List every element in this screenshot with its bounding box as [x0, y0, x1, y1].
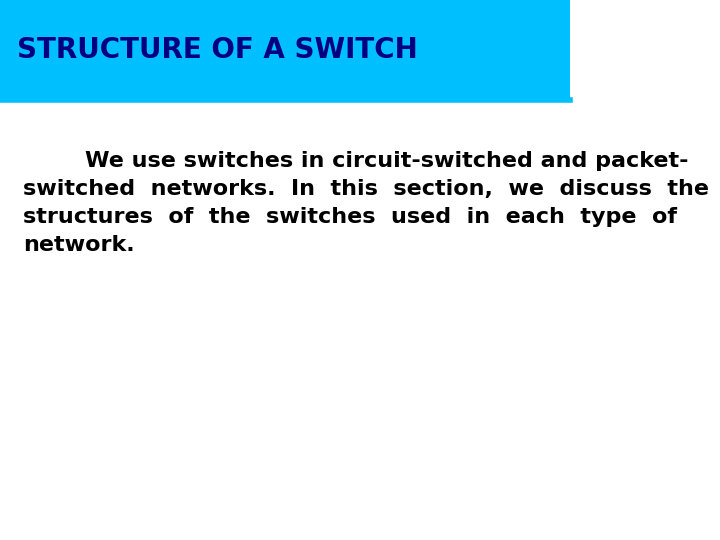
Text: We use switches in circuit-switched and packet-
switched  networks.  In  this  s: We use switches in circuit-switched and … [23, 151, 708, 255]
Text: STRUCTURE OF A SWITCH: STRUCTURE OF A SWITCH [17, 36, 418, 64]
FancyBboxPatch shape [0, 0, 570, 100]
